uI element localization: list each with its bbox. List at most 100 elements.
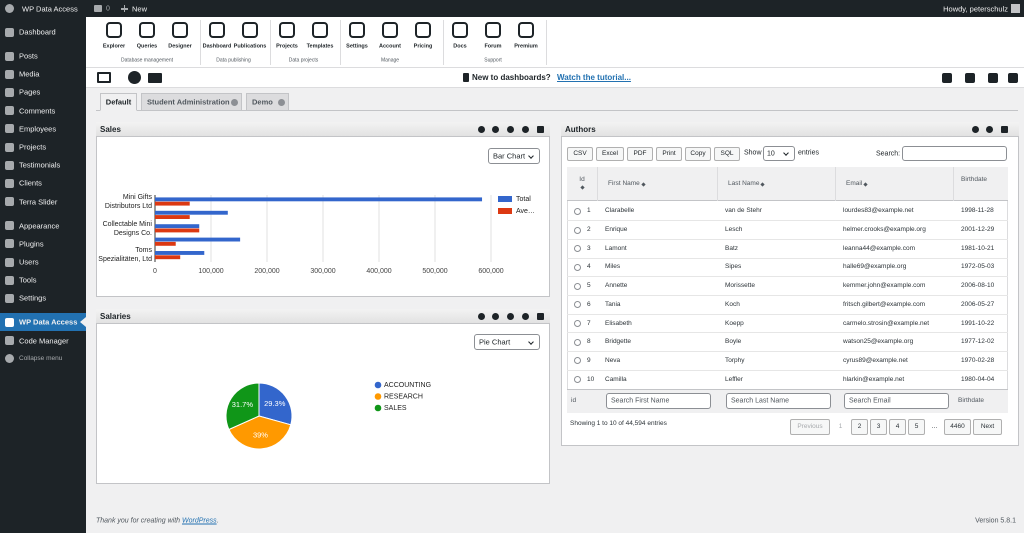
table-cell: fritsch.gilbert@example.com — [843, 300, 926, 308]
tab-label[interactable]: Default — [105, 97, 132, 107]
sidebar-item[interactable]: Media — [19, 69, 40, 79]
site-name[interactable]: WP Data Access — [22, 3, 78, 13]
export-button-label[interactable]: PDF — [633, 149, 647, 157]
tool-group-label: Support — [484, 57, 502, 63]
sidebar-item[interactable]: Comments — [19, 105, 56, 115]
page-button-label[interactable]: … — [931, 422, 938, 430]
sidebar-item[interactable]: Users — [19, 257, 39, 267]
notice-link[interactable]: Watch the tutorial... — [557, 73, 631, 82]
page-button[interactable] — [870, 419, 887, 435]
sidebar-item[interactable]: Appearance — [19, 220, 60, 230]
page-button[interactable] — [889, 419, 906, 435]
length-label: Show — [744, 149, 762, 157]
tool-label[interactable]: Dashboard — [202, 42, 232, 49]
export-button[interactable] — [656, 147, 682, 161]
export-button[interactable] — [714, 147, 740, 161]
column-header[interactable]: Last Name — [728, 179, 760, 187]
page-button-label[interactable]: Previous — [797, 422, 823, 430]
export-button-label[interactable]: SQL — [720, 149, 734, 157]
page-button-label[interactable]: 4460 — [950, 422, 965, 430]
export-button-label[interactable]: CSV — [573, 149, 587, 157]
tab[interactable] — [100, 93, 137, 111]
sidebar-item[interactable]: Clients — [19, 178, 42, 188]
chart-type-select[interactable] — [474, 334, 540, 350]
wp-logo — [5, 4, 14, 13]
tab-close — [231, 98, 238, 106]
page-button-label[interactable]: 3 — [876, 422, 881, 430]
tab-baseline — [96, 110, 1018, 111]
export-button[interactable] — [685, 147, 711, 161]
greeting[interactable]: Howdy, peterschulz — [943, 3, 1008, 13]
tool-label[interactable]: Projects — [276, 42, 298, 49]
export-button[interactable] — [567, 147, 593, 161]
sidebar-icon — [5, 221, 14, 231]
page-button-label[interactable]: Next — [980, 422, 995, 430]
row-divider — [567, 276, 1008, 278]
tab[interactable] — [141, 93, 242, 111]
page-button[interactable] — [973, 419, 1002, 435]
tool-group-label: Data projects — [288, 57, 319, 63]
length-select[interactable] — [763, 146, 795, 161]
column-search-placeholder[interactable]: Search Email — [849, 397, 891, 405]
sidebar-item[interactable]: Pages — [19, 87, 41, 97]
sidebar-item[interactable]: Projects — [19, 142, 47, 152]
panel-action — [506, 126, 514, 133]
tab-label[interactable]: Student Administration — [147, 97, 230, 107]
page-button[interactable] — [944, 419, 971, 435]
page-button-label[interactable]: 5 — [914, 422, 919, 430]
page-button[interactable] — [851, 419, 868, 435]
tool-separator — [545, 20, 547, 65]
column-search[interactable] — [844, 393, 949, 409]
page-button-label[interactable]: 2 — [857, 422, 862, 430]
sidebar-item[interactable]: Dashboard — [19, 27, 56, 37]
export-button[interactable] — [596, 147, 624, 161]
export-button-label[interactable]: Copy — [690, 149, 706, 157]
page-button-label[interactable]: 1 — [838, 422, 843, 430]
column-header[interactable]: Id — [579, 175, 585, 183]
tool-label[interactable]: Premium — [514, 42, 538, 49]
new-link[interactable]: New — [132, 3, 148, 13]
tool-label[interactable]: Pricing — [413, 42, 433, 49]
comments-count[interactable]: 0 — [106, 5, 110, 12]
export-button-label[interactable]: Print — [662, 149, 676, 157]
sidebar-item[interactable]: Collapse menu — [19, 354, 63, 362]
page-button[interactable] — [908, 419, 925, 435]
tool-label[interactable]: Queries — [136, 42, 158, 49]
tool-label[interactable]: Explorer — [102, 42, 126, 49]
column-header[interactable]: Birthdate — [961, 175, 988, 183]
search-input[interactable] — [902, 146, 1007, 161]
column-search-placeholder[interactable]: Search Last Name — [731, 397, 789, 405]
sidebar-item[interactable]: Tools — [19, 275, 37, 285]
column-search-placeholder[interactable]: Search First Name — [611, 397, 670, 405]
column-header[interactable]: First Name — [608, 179, 640, 187]
column-search[interactable] — [606, 393, 711, 409]
tab-label[interactable]: Demo — [252, 97, 273, 107]
sidebar-item[interactable]: Terra Slider — [19, 196, 58, 206]
page-button-label[interactable]: 4 — [895, 422, 900, 430]
sidebar-icon — [5, 51, 14, 61]
chart-type-select[interactable] — [488, 148, 540, 164]
sidebar-item[interactable]: Employees — [19, 124, 57, 134]
export-button[interactable] — [627, 147, 653, 161]
column-header[interactable]: Email — [846, 179, 863, 187]
sidebar-item[interactable]: Testimonials — [19, 160, 61, 170]
toolbar — [86, 17, 1024, 88]
tool-label[interactable]: Account — [379, 42, 401, 49]
footer-link[interactable]: WordPress — [182, 517, 217, 525]
sidebar-item[interactable]: Plugins — [19, 239, 44, 249]
sidebar-item[interactable]: WP Data Access — [19, 317, 78, 327]
tool-label[interactable]: Settings — [346, 42, 368, 49]
tool-label[interactable]: Forum — [484, 42, 502, 49]
tab[interactable] — [246, 93, 289, 111]
column-search[interactable] — [726, 393, 831, 409]
sidebar-item[interactable]: Code Manager — [19, 335, 69, 345]
sidebar-item[interactable]: Posts — [19, 51, 38, 61]
page-button[interactable] — [790, 419, 830, 435]
tool-label[interactable]: Designer — [168, 42, 192, 49]
sidebar-item[interactable]: Settings — [19, 293, 47, 303]
tool-label[interactable]: Docs — [453, 42, 467, 49]
tool-label[interactable]: Templates — [306, 42, 334, 49]
tool-group-label: Manage — [380, 57, 400, 63]
export-button-label[interactable]: Excel — [602, 149, 618, 157]
tool-label[interactable]: Publications — [233, 42, 267, 49]
